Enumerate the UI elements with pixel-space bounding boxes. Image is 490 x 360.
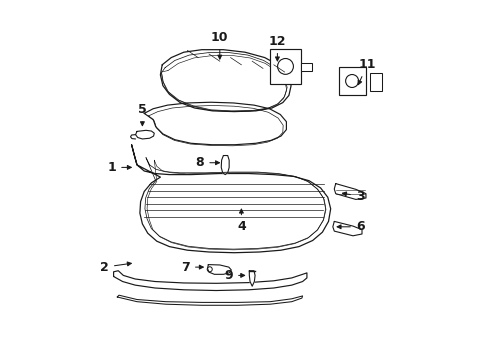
Text: 1: 1	[107, 161, 131, 174]
Text: 6: 6	[337, 220, 365, 233]
Polygon shape	[132, 145, 331, 253]
Bar	[370, 73, 382, 91]
Bar	[301, 63, 312, 71]
Polygon shape	[117, 295, 303, 305]
Bar	[270, 49, 301, 84]
Text: 5: 5	[138, 103, 147, 126]
Text: 4: 4	[237, 209, 246, 233]
Bar	[339, 67, 366, 95]
Text: 9: 9	[224, 269, 245, 282]
Polygon shape	[160, 50, 291, 112]
Polygon shape	[334, 184, 366, 199]
Text: 11: 11	[358, 58, 376, 85]
Text: 2: 2	[100, 261, 131, 274]
Polygon shape	[208, 265, 231, 274]
Polygon shape	[114, 271, 307, 291]
Text: 8: 8	[196, 156, 220, 169]
Text: 7: 7	[181, 261, 203, 274]
Polygon shape	[249, 271, 255, 286]
Text: 10: 10	[211, 31, 228, 59]
Polygon shape	[136, 130, 154, 139]
Polygon shape	[221, 156, 229, 175]
Polygon shape	[333, 221, 362, 236]
Text: 3: 3	[343, 190, 365, 203]
Polygon shape	[144, 102, 286, 145]
Text: 12: 12	[269, 35, 286, 61]
